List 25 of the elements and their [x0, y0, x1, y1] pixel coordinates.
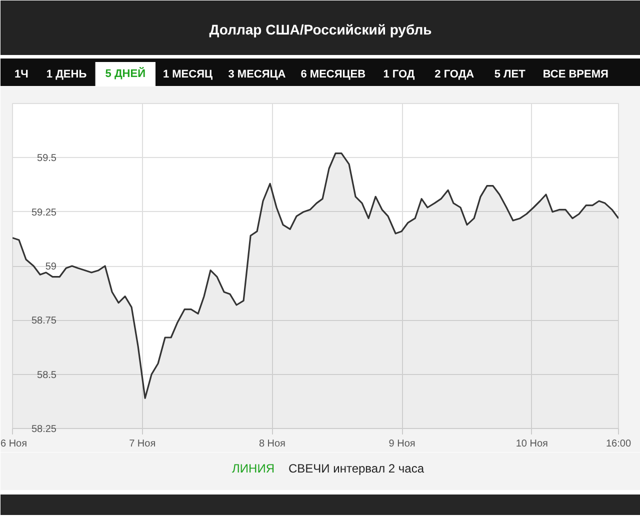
y-tick-label: 59.5 [37, 153, 57, 164]
y-tick-label: 59.25 [31, 207, 57, 218]
text: 5 ДНЕЙ [105, 67, 146, 80]
text: 6 МЕСЯЦЕВ [300, 68, 366, 80]
x-tick-label: 16:00 [606, 438, 632, 450]
x-tick-label: 9 Ноя [388, 438, 416, 450]
x-tick-label: 7 Ноя [129, 438, 156, 450]
text: 1 ГОД [383, 68, 415, 80]
text: СВЕЧИ интервал 2 часа [288, 462, 424, 476]
y-tick-label: 58.75 [31, 316, 57, 327]
text: 2 ГОДА [434, 68, 474, 80]
x-tick-label: 10 Ноя [516, 438, 548, 450]
text: ЛИНИЯ [232, 462, 275, 476]
y-tick-label: 58.5 [37, 370, 57, 381]
y-tick-label: 58.25 [31, 424, 57, 435]
text: ВСЕ ВРЕМЯ [542, 68, 609, 80]
text: 1 МЕСЯЦ [162, 68, 213, 80]
text: 3 МЕСЯЦА [228, 68, 286, 80]
x-tick-label: 6 Ноя [0, 438, 28, 450]
y-tick-label: 59 [45, 262, 57, 272]
text: 1 ДЕНЬ [46, 68, 87, 80]
text: 1Ч [14, 68, 28, 80]
x-tick-label: 8 Ноя [258, 438, 286, 450]
text: 5 ЛЕТ [494, 68, 526, 80]
chart-title: Доллар США/Российский рубль [209, 22, 432, 38]
